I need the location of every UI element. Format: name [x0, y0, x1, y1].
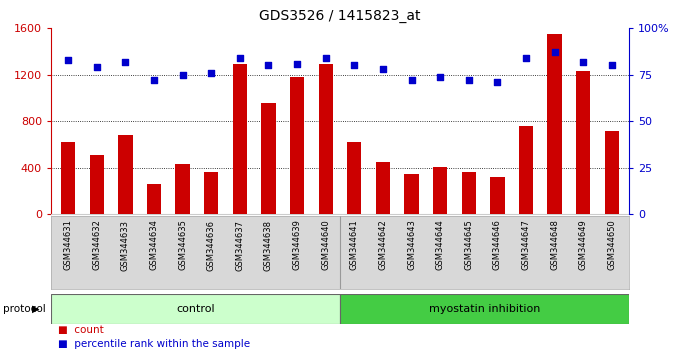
- Text: GSM344638: GSM344638: [264, 219, 273, 270]
- Text: GSM344637: GSM344637: [235, 219, 244, 270]
- Point: [607, 63, 617, 68]
- Bar: [347, 142, 362, 214]
- Bar: [340, 294, 629, 324]
- Point: [521, 55, 532, 61]
- Text: GSM344634: GSM344634: [150, 219, 158, 270]
- Bar: [51, 294, 340, 324]
- Bar: [90, 155, 104, 214]
- Point: [463, 78, 474, 83]
- Point: [549, 50, 560, 55]
- Text: GSM344641: GSM344641: [350, 219, 359, 270]
- Bar: [547, 34, 562, 214]
- Bar: [490, 177, 505, 214]
- Point: [406, 78, 417, 83]
- Text: GSM344642: GSM344642: [379, 219, 388, 270]
- Text: GSM344643: GSM344643: [407, 219, 416, 270]
- Text: GSM344631: GSM344631: [64, 219, 73, 270]
- Point: [148, 78, 159, 83]
- Bar: [433, 166, 447, 214]
- Point: [263, 63, 274, 68]
- Text: GSM344648: GSM344648: [550, 219, 559, 270]
- Text: GSM344650: GSM344650: [607, 219, 616, 270]
- Text: GSM344645: GSM344645: [464, 219, 473, 270]
- Bar: [376, 162, 390, 214]
- Bar: [261, 103, 275, 214]
- Text: GSM344646: GSM344646: [493, 219, 502, 270]
- Text: GSM344644: GSM344644: [436, 219, 445, 270]
- Point: [177, 72, 188, 78]
- Text: ■  count: ■ count: [58, 325, 103, 335]
- Text: ▶: ▶: [32, 304, 40, 314]
- Bar: [147, 184, 161, 214]
- Point: [63, 57, 73, 63]
- Point: [292, 61, 303, 67]
- Bar: [233, 64, 247, 214]
- Point: [120, 59, 131, 65]
- Bar: [318, 64, 333, 214]
- Bar: [118, 135, 133, 214]
- Point: [91, 64, 102, 70]
- Bar: [605, 131, 619, 214]
- Point: [235, 55, 245, 61]
- Point: [578, 59, 589, 65]
- Point: [206, 70, 217, 76]
- Text: GSM344640: GSM344640: [321, 219, 330, 270]
- Bar: [204, 172, 218, 214]
- Bar: [576, 71, 590, 214]
- Text: GSM344639: GSM344639: [292, 219, 301, 270]
- Point: [320, 55, 331, 61]
- Point: [435, 74, 445, 79]
- Bar: [519, 126, 533, 214]
- Point: [377, 67, 388, 72]
- Text: GSM344633: GSM344633: [121, 219, 130, 270]
- Bar: [462, 172, 476, 214]
- Text: myostatin inhibition: myostatin inhibition: [429, 304, 540, 314]
- Text: protocol: protocol: [3, 304, 46, 314]
- Bar: [175, 164, 190, 214]
- Text: GSM344636: GSM344636: [207, 219, 216, 270]
- Text: GSM344632: GSM344632: [92, 219, 101, 270]
- Text: GDS3526 / 1415823_at: GDS3526 / 1415823_at: [259, 9, 421, 23]
- Text: GSM344649: GSM344649: [579, 219, 588, 270]
- Bar: [290, 77, 304, 214]
- Bar: [405, 173, 419, 214]
- Text: GSM344635: GSM344635: [178, 219, 187, 270]
- Text: control: control: [176, 304, 215, 314]
- Bar: [61, 142, 75, 214]
- Point: [492, 79, 503, 85]
- Text: GSM344647: GSM344647: [522, 219, 530, 270]
- Text: ■  percentile rank within the sample: ■ percentile rank within the sample: [58, 339, 250, 349]
- Point: [349, 63, 360, 68]
